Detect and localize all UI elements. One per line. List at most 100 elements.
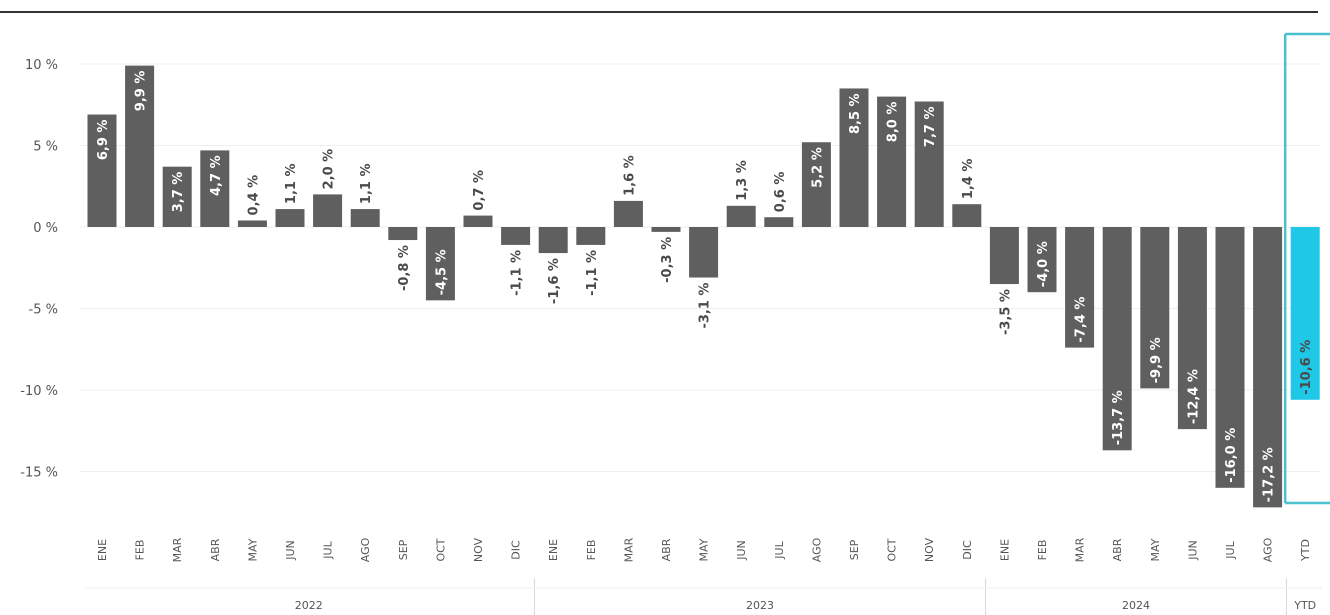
bar bbox=[200, 150, 230, 227]
x-tick-label: AGO bbox=[810, 537, 823, 562]
bar bbox=[1215, 227, 1245, 488]
x-group-label: 2022 bbox=[295, 599, 323, 612]
bar bbox=[275, 209, 305, 227]
bar bbox=[425, 227, 455, 301]
x-tick-label: JUN bbox=[284, 540, 297, 561]
x-tick-label: NOV bbox=[923, 537, 936, 562]
x-tick-label: ABR bbox=[1111, 538, 1124, 561]
x-group-label: 2023 bbox=[746, 599, 774, 612]
x-tick-label: OCT bbox=[886, 538, 899, 561]
bar bbox=[1065, 227, 1095, 348]
x-tick-label: JUN bbox=[735, 540, 748, 561]
x-group-label: 2024 bbox=[1122, 599, 1150, 612]
x-tick-label: MAY bbox=[698, 538, 711, 561]
y-tick-label: 5 % bbox=[33, 140, 58, 155]
x-tick-label: FEB bbox=[134, 540, 147, 561]
x-tick-label: NOV bbox=[472, 537, 485, 562]
x-tick-label: AGO bbox=[1262, 537, 1275, 562]
bar bbox=[350, 209, 380, 227]
data-label: 7,7 % bbox=[923, 106, 938, 147]
x-tick-label: DIC bbox=[510, 540, 523, 560]
x-tick-label: MAR bbox=[1074, 537, 1087, 562]
x-tick-label: MAR bbox=[171, 537, 184, 562]
data-label: -1,6 % bbox=[547, 258, 562, 304]
bar bbox=[538, 227, 568, 254]
bar bbox=[1253, 227, 1283, 508]
bar bbox=[576, 227, 606, 245]
x-tick-label: ENE bbox=[96, 539, 109, 561]
data-label: -1,1 % bbox=[510, 250, 525, 296]
bar bbox=[989, 227, 1019, 285]
bar bbox=[87, 114, 117, 227]
x-tick-label: OCT bbox=[434, 538, 447, 561]
x-group-label: YTD bbox=[1293, 599, 1316, 612]
x-tick-label: JUL bbox=[1224, 540, 1237, 559]
data-label: 6,9 % bbox=[96, 120, 111, 161]
bar bbox=[313, 194, 343, 227]
bar bbox=[1290, 227, 1320, 400]
data-label: -17,2 % bbox=[1262, 447, 1277, 502]
data-label: -0,8 % bbox=[397, 245, 412, 291]
data-label: -1,1 % bbox=[585, 250, 600, 296]
y-tick-label: 10 % bbox=[25, 58, 58, 73]
data-label: -0,3 % bbox=[660, 237, 675, 283]
bar bbox=[689, 227, 719, 278]
data-label: 8,0 % bbox=[886, 102, 901, 143]
data-label: -4,5 % bbox=[434, 249, 449, 295]
bar bbox=[1140, 227, 1170, 389]
bar bbox=[388, 227, 418, 241]
x-tick-label: SEP bbox=[397, 539, 410, 560]
bar bbox=[125, 65, 155, 227]
highlight-frame bbox=[1283, 32, 1330, 505]
bar bbox=[613, 200, 643, 227]
data-label: -13,7 % bbox=[1111, 390, 1126, 445]
x-tick-label: ENE bbox=[998, 539, 1011, 561]
bar bbox=[764, 217, 794, 227]
data-label: 1,1 % bbox=[284, 163, 299, 204]
x-tick-label: DIC bbox=[961, 540, 974, 560]
y-tick-label: -15 % bbox=[20, 466, 58, 481]
data-label: 1,4 % bbox=[961, 159, 976, 200]
data-label: -16,0 % bbox=[1224, 428, 1239, 483]
data-label: 1,3 % bbox=[735, 160, 750, 201]
x-tick-label: ENE bbox=[547, 539, 560, 561]
data-label: 3,7 % bbox=[171, 172, 186, 213]
bar bbox=[726, 205, 756, 227]
data-label: -4,0 % bbox=[1036, 241, 1051, 287]
x-tick-label: JUL bbox=[322, 540, 335, 559]
x-tick-label: MAR bbox=[622, 537, 635, 562]
data-label: 4,7 % bbox=[209, 155, 224, 196]
data-label: 1,1 % bbox=[359, 163, 374, 204]
data-label: 0,4 % bbox=[246, 175, 261, 216]
data-label: 0,6 % bbox=[773, 172, 788, 213]
data-label: -3,5 % bbox=[998, 289, 1013, 335]
data-label: 5,2 % bbox=[810, 147, 825, 188]
bar bbox=[1027, 227, 1057, 293]
bar bbox=[237, 220, 267, 227]
x-tick-label: AGO bbox=[359, 537, 372, 562]
x-tick-label: ABR bbox=[660, 538, 673, 561]
bar bbox=[801, 142, 831, 227]
x-tick-label: JUL bbox=[773, 540, 786, 559]
x-tick-label: MAY bbox=[246, 538, 259, 561]
data-label: -12,4 % bbox=[1186, 369, 1201, 424]
data-label: -9,9 % bbox=[1149, 337, 1164, 383]
bar bbox=[501, 227, 531, 245]
data-label: 0,7 % bbox=[472, 170, 487, 211]
x-tick-label: JUN bbox=[1186, 540, 1199, 561]
bar bbox=[162, 166, 192, 227]
bar bbox=[877, 96, 907, 227]
bar bbox=[651, 227, 681, 232]
data-label: -7,4 % bbox=[1074, 297, 1089, 343]
y-tick-label: 0 % bbox=[33, 221, 58, 236]
y-tick-label: -5 % bbox=[29, 303, 58, 318]
x-tick-label: FEB bbox=[1036, 540, 1049, 561]
y-tick-label: -10 % bbox=[20, 384, 58, 399]
x-tick-label: YTD bbox=[1299, 539, 1312, 562]
data-label: -10,6 % bbox=[1299, 340, 1314, 395]
x-tick-label: FEB bbox=[585, 540, 598, 561]
data-label: 8,5 % bbox=[848, 93, 863, 134]
data-label: 2,0 % bbox=[322, 149, 337, 190]
